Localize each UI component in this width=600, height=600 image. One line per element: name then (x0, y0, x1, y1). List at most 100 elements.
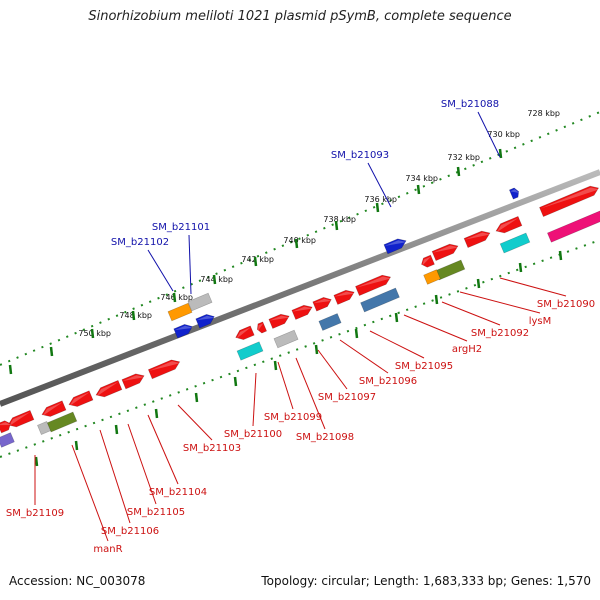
gene-feature (95, 379, 123, 398)
gene-arrow (423, 269, 441, 285)
gene-arrow (383, 238, 407, 255)
gene-feature (508, 187, 520, 200)
gene-highlight (464, 232, 491, 240)
gene-label-bottom: SM_b21099 (264, 412, 322, 423)
scale-tick (476, 278, 481, 289)
scale-tick (212, 274, 217, 285)
gene-feature (195, 314, 215, 329)
gene-feature (7, 409, 35, 428)
gene-label-bottom: SM_b21100 (224, 429, 282, 440)
callout-line (477, 111, 501, 158)
gene-arrow (7, 409, 35, 428)
gene-arrow (0, 420, 11, 434)
scale-tick (8, 364, 13, 375)
gene-feature (256, 321, 268, 334)
scale-tick (90, 328, 95, 339)
gene-arrow (360, 287, 400, 313)
callout-line (369, 330, 425, 359)
gene-arrow (121, 373, 145, 390)
gene-label-bottom: SM_b21109 (6, 508, 64, 519)
scale-tick (273, 360, 278, 371)
scale-label: 748 kbp (119, 311, 152, 320)
gene-arrow (195, 314, 215, 329)
gene-arrow (268, 313, 290, 329)
gene-highlight (384, 240, 407, 247)
map-title: Sinorhizobium meliloti 1021 plasmid pSym… (88, 9, 512, 24)
scale-tick (172, 292, 177, 303)
gene-label-bottom: manR (93, 544, 122, 555)
scale-tick (354, 328, 359, 339)
gene-feature (318, 313, 342, 331)
gene-feature (355, 274, 392, 296)
gene-label-bottom: SM_b21092 (471, 328, 529, 339)
gene-arrow (547, 209, 600, 243)
callout-line (459, 291, 541, 314)
gene-arrow (0, 432, 15, 448)
gene-highlight (292, 306, 313, 312)
gene-label-bottom: lysM (529, 316, 552, 327)
gene-feature (383, 238, 407, 255)
gene-feature (539, 185, 600, 218)
gene-feature (0, 420, 12, 434)
gene-feature (121, 373, 145, 390)
gene-feature (0, 432, 15, 448)
gene-highlight (540, 187, 600, 209)
gene-feature (68, 390, 94, 407)
scale-label: 750 kbp (78, 329, 111, 338)
scale-tick (194, 392, 199, 403)
scale-tick (131, 310, 136, 321)
gene-highlight (257, 323, 264, 331)
scale-tick (394, 312, 399, 323)
gene-feature (147, 359, 181, 380)
gene-label-top: SM_b21093 (331, 150, 389, 161)
gene-highlight (174, 325, 193, 331)
scale-tick (416, 184, 421, 195)
gene-arrow (431, 243, 459, 262)
gene-arrow (147, 359, 181, 380)
gene-arrow (37, 421, 51, 435)
gene-feature (312, 297, 332, 312)
gene-arrow (495, 215, 523, 234)
gene-highlight (356, 276, 392, 288)
gene-feature (291, 304, 313, 320)
callout-line (441, 301, 501, 326)
callout-line (71, 444, 109, 542)
gene-highlight (196, 315, 215, 321)
scale-tick (518, 262, 523, 273)
callout-line (177, 404, 213, 441)
gene-feature (273, 329, 299, 349)
gene-feature (421, 254, 435, 268)
scale-label: 744 kbp (200, 275, 233, 284)
scale-label: 746 kbp (160, 293, 193, 302)
gene-arrow (312, 297, 332, 312)
gene-arrow (95, 379, 123, 398)
gene-arrow (173, 324, 193, 339)
gene-arrow (421, 254, 435, 268)
scale-tick (253, 256, 258, 267)
gene-feature (236, 341, 264, 361)
callout-line (99, 429, 131, 524)
scale-label: 736 kbp (364, 195, 397, 204)
scale-tick (294, 238, 299, 249)
scale-label: 730 kbp (487, 130, 520, 139)
scale-tick (434, 294, 439, 305)
gene-highlight (509, 189, 520, 193)
scale-tick (498, 148, 503, 159)
gene-feature (173, 324, 193, 339)
gene-label-bottom: SM_b21103 (183, 443, 241, 454)
gene-arrow (167, 302, 193, 322)
topology-label: Topology: circular; Length: 1,683,333 bp… (261, 574, 591, 588)
gene-label-top: SM_b21102 (111, 237, 169, 248)
gene-arrow (539, 185, 600, 218)
scale-tick (34, 456, 39, 467)
gene-feature (187, 292, 213, 312)
scale-label: 732 kbp (447, 153, 480, 162)
scale-tick (49, 346, 54, 357)
gene-arrow (291, 304, 313, 320)
gene-feature (547, 209, 600, 243)
gene-highlight (334, 291, 355, 297)
gene-label-top: SM_b21101 (152, 222, 210, 233)
callouts: SM_b21088 SM_b21093 SM_b21101 SM_b21102 SM_b… (6, 99, 595, 555)
gene-arrow (187, 292, 213, 312)
scale-tick (233, 376, 238, 387)
